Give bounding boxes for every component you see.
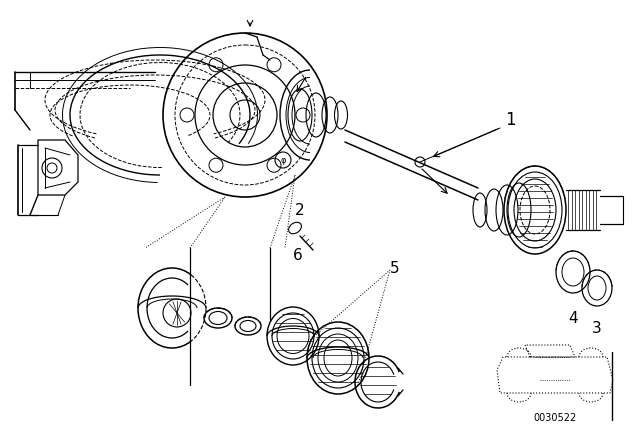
Text: 3: 3 [592,320,602,336]
Text: 6: 6 [293,247,303,263]
Text: φ: φ [280,155,285,164]
Text: 4: 4 [568,310,578,326]
Text: 0030522: 0030522 [533,413,577,423]
Text: 1: 1 [505,111,515,129]
Text: 2: 2 [295,202,305,217]
Text: 5: 5 [390,260,400,276]
